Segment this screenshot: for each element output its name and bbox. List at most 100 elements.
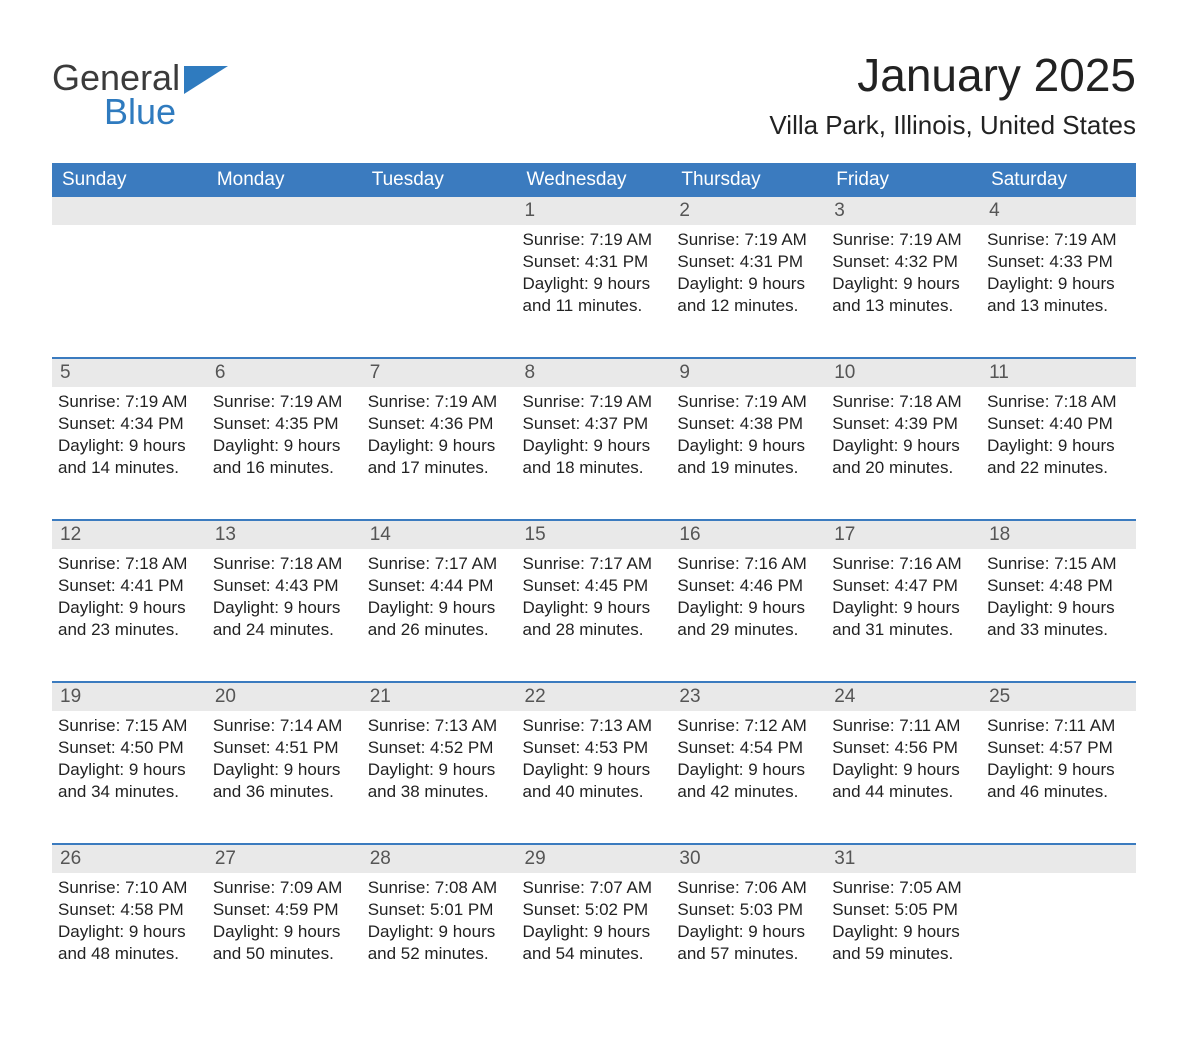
sunrise-text: Sunrise: 7:12 AM [677, 715, 820, 737]
day-number-row: 1234 [52, 197, 1136, 225]
day-number-cell: 5 [52, 359, 207, 387]
day-number: 14 [362, 521, 517, 549]
daylight-text: Daylight: 9 hours [832, 273, 975, 295]
daylight-text: and 11 minutes. [523, 295, 666, 317]
day-number-cell [52, 197, 207, 225]
sunset-text: Sunset: 4:52 PM [368, 737, 511, 759]
daylight-text: and 28 minutes. [523, 619, 666, 641]
daylight-text: Daylight: 9 hours [213, 921, 356, 943]
day-body-row: Sunrise: 7:15 AMSunset: 4:50 PMDaylight:… [52, 711, 1136, 843]
day-content: Sunrise: 7:13 AMSunset: 4:53 PMDaylight:… [517, 711, 672, 807]
sunset-text: Sunset: 4:51 PM [213, 737, 356, 759]
sunrise-text: Sunrise: 7:13 AM [368, 715, 511, 737]
sunrise-text: Sunrise: 7:17 AM [523, 553, 666, 575]
day-cell: Sunrise: 7:19 AMSunset: 4:35 PMDaylight:… [207, 387, 362, 519]
daylight-text: and 14 minutes. [58, 457, 201, 479]
day-content: Sunrise: 7:18 AMSunset: 4:39 PMDaylight:… [826, 387, 981, 483]
sunrise-text: Sunrise: 7:19 AM [523, 229, 666, 251]
day-cell: Sunrise: 7:11 AMSunset: 4:57 PMDaylight:… [981, 711, 1136, 843]
sunrise-text: Sunrise: 7:19 AM [987, 229, 1130, 251]
daylight-text: Daylight: 9 hours [58, 759, 201, 781]
day-number-cell: 2 [671, 197, 826, 225]
daylight-text: Daylight: 9 hours [677, 759, 820, 781]
day-content: Sunrise: 7:13 AMSunset: 4:52 PMDaylight:… [362, 711, 517, 807]
sunrise-text: Sunrise: 7:16 AM [832, 553, 975, 575]
day-cell: Sunrise: 7:17 AMSunset: 4:44 PMDaylight:… [362, 549, 517, 681]
day-cell [981, 873, 1136, 1005]
day-number-cell: 4 [981, 197, 1136, 225]
day-content: Sunrise: 7:19 AMSunset: 4:36 PMDaylight:… [362, 387, 517, 483]
sunrise-text: Sunrise: 7:15 AM [987, 553, 1130, 575]
day-number-cell: 28 [362, 845, 517, 873]
daylight-text: and 31 minutes. [832, 619, 975, 641]
day-content: Sunrise: 7:19 AMSunset: 4:34 PMDaylight:… [52, 387, 207, 483]
day-number-cell: 3 [826, 197, 981, 225]
day-cell: Sunrise: 7:19 AMSunset: 4:38 PMDaylight:… [671, 387, 826, 519]
daylight-text: Daylight: 9 hours [213, 759, 356, 781]
day-cell: Sunrise: 7:10 AMSunset: 4:58 PMDaylight:… [52, 873, 207, 1005]
day-number: 17 [826, 521, 981, 549]
sunset-text: Sunset: 4:41 PM [58, 575, 201, 597]
day-number: 30 [671, 845, 826, 873]
day-number-cell: 23 [671, 683, 826, 711]
sunrise-text: Sunrise: 7:13 AM [523, 715, 666, 737]
daylight-text: and 13 minutes. [832, 295, 975, 317]
daylight-text: Daylight: 9 hours [213, 597, 356, 619]
day-number-cell: 26 [52, 845, 207, 873]
day-number-cell: 7 [362, 359, 517, 387]
daylight-text: and 50 minutes. [213, 943, 356, 965]
day-number-cell: 18 [981, 521, 1136, 549]
day-number: 23 [671, 683, 826, 711]
day-cell: Sunrise: 7:08 AMSunset: 5:01 PMDaylight:… [362, 873, 517, 1005]
sunset-text: Sunset: 4:36 PM [368, 413, 511, 435]
sunset-text: Sunset: 4:32 PM [832, 251, 975, 273]
daylight-text: Daylight: 9 hours [677, 273, 820, 295]
logo-text: General Blue [52, 60, 180, 130]
day-number: 1 [517, 197, 672, 225]
day-number: 31 [826, 845, 981, 873]
sunset-text: Sunset: 4:56 PM [832, 737, 975, 759]
day-number-row: 12131415161718 [52, 521, 1136, 549]
daylight-text: Daylight: 9 hours [523, 597, 666, 619]
weekday-header-row: Sunday Monday Tuesday Wednesday Thursday… [52, 163, 1136, 197]
day-content: Sunrise: 7:18 AMSunset: 4:40 PMDaylight:… [981, 387, 1136, 483]
daylight-text: and 23 minutes. [58, 619, 201, 641]
sunrise-text: Sunrise: 7:14 AM [213, 715, 356, 737]
day-content: Sunrise: 7:18 AMSunset: 4:43 PMDaylight:… [207, 549, 362, 645]
day-number-cell: 17 [826, 521, 981, 549]
daylight-text: and 19 minutes. [677, 457, 820, 479]
day-content: Sunrise: 7:16 AMSunset: 4:47 PMDaylight:… [826, 549, 981, 645]
day-number-cell: 13 [207, 521, 362, 549]
day-number: 24 [826, 683, 981, 711]
flag-icon [184, 66, 228, 96]
sunrise-text: Sunrise: 7:19 AM [523, 391, 666, 413]
day-number: 6 [207, 359, 362, 387]
day-number: 25 [981, 683, 1136, 711]
sunset-text: Sunset: 4:57 PM [987, 737, 1130, 759]
day-number: 22 [517, 683, 672, 711]
weekday-header: Friday [826, 163, 981, 197]
daylight-text: and 40 minutes. [523, 781, 666, 803]
day-cell: Sunrise: 7:18 AMSunset: 4:39 PMDaylight:… [826, 387, 981, 519]
logo: General Blue [52, 48, 228, 130]
sunrise-text: Sunrise: 7:08 AM [368, 877, 511, 899]
daylight-text: Daylight: 9 hours [523, 759, 666, 781]
day-number: 16 [671, 521, 826, 549]
daylight-text: Daylight: 9 hours [58, 435, 201, 457]
sunrise-text: Sunrise: 7:18 AM [832, 391, 975, 413]
day-number-cell: 14 [362, 521, 517, 549]
day-content: Sunrise: 7:16 AMSunset: 4:46 PMDaylight:… [671, 549, 826, 645]
daylight-text: and 44 minutes. [832, 781, 975, 803]
sunset-text: Sunset: 4:35 PM [213, 413, 356, 435]
day-content: Sunrise: 7:08 AMSunset: 5:01 PMDaylight:… [362, 873, 517, 969]
daylight-text: Daylight: 9 hours [368, 921, 511, 943]
day-number-cell: 9 [671, 359, 826, 387]
daylight-text: Daylight: 9 hours [213, 435, 356, 457]
day-cell: Sunrise: 7:18 AMSunset: 4:41 PMDaylight:… [52, 549, 207, 681]
sunset-text: Sunset: 4:43 PM [213, 575, 356, 597]
daylight-text: and 26 minutes. [368, 619, 511, 641]
daylight-text: Daylight: 9 hours [677, 435, 820, 457]
day-number: 18 [981, 521, 1136, 549]
weekday-header: Monday [207, 163, 362, 197]
sunrise-text: Sunrise: 7:18 AM [213, 553, 356, 575]
